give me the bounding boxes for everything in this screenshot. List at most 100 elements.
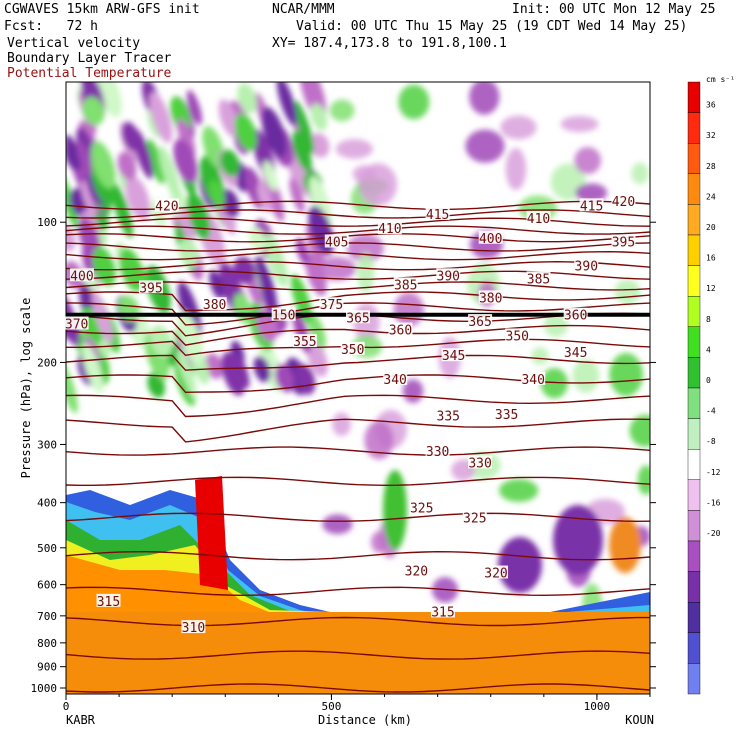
velocity-cell bbox=[219, 149, 240, 177]
contour-label-bg bbox=[154, 198, 179, 212]
theta-contour-label: 400 bbox=[70, 269, 93, 284]
velocity-cell bbox=[158, 145, 181, 201]
y-tick-label: 700 bbox=[37, 610, 57, 623]
theta-contour-line bbox=[66, 650, 650, 660]
updraft-cell bbox=[383, 470, 407, 550]
colorbar-tick-label: 36 bbox=[706, 101, 716, 110]
y-tick-label: 800 bbox=[37, 637, 57, 650]
velocity-cell bbox=[257, 182, 272, 212]
velocity-cell bbox=[560, 116, 599, 133]
init-time: Init: 00 UTC Mon 12 May 25 bbox=[512, 2, 716, 17]
theta-contour-label: 370 bbox=[65, 318, 88, 333]
theta-contour-line bbox=[66, 209, 650, 219]
theta-contour-label: 310 bbox=[182, 621, 205, 636]
velocity-cell bbox=[531, 347, 549, 365]
velocity-cell bbox=[543, 312, 569, 338]
contour-label-bg bbox=[340, 341, 365, 355]
theta-contour-line bbox=[66, 291, 650, 312]
forecast-hour: Fcst: 72 h bbox=[4, 19, 98, 34]
colorbar-tick-label: 20 bbox=[706, 223, 716, 232]
contour-label-bg bbox=[292, 334, 317, 348]
velocity-cell bbox=[329, 99, 355, 122]
theta-contour-line bbox=[66, 270, 650, 281]
downdraft-cell bbox=[553, 505, 603, 575]
colorbar-tick-label: 24 bbox=[706, 192, 716, 201]
theta-contour-line bbox=[66, 217, 650, 227]
velocity-cell bbox=[310, 103, 328, 131]
velocity-cell bbox=[146, 139, 166, 184]
theta-contour-label: 380 bbox=[479, 291, 502, 306]
colorbar-swatch bbox=[687, 112, 701, 144]
colorbar-swatch bbox=[687, 387, 701, 419]
velocity-cell bbox=[290, 274, 313, 325]
theta-contour-line bbox=[66, 683, 650, 693]
right-station-label: KOUN bbox=[625, 713, 654, 727]
velocity-cell bbox=[177, 311, 204, 365]
contour-label-bg bbox=[181, 620, 206, 634]
field-name-vertical-velocity: Vertical velocity bbox=[7, 36, 141, 51]
theta-contour-line bbox=[66, 550, 650, 561]
contour-label-bg bbox=[430, 604, 455, 618]
theta-contour-line bbox=[66, 418, 650, 443]
theta-contour-label: 385 bbox=[394, 278, 417, 293]
contour-label-bg bbox=[436, 408, 461, 422]
contour-label-bg bbox=[383, 371, 408, 385]
velocity-cell bbox=[306, 223, 325, 270]
velocity-cell bbox=[186, 192, 211, 240]
contour-label-bg bbox=[64, 316, 89, 330]
theta-contour-label: 375 bbox=[320, 298, 343, 313]
velocity-cell bbox=[307, 343, 328, 377]
contour-label-bg bbox=[611, 234, 636, 248]
velocity-cell bbox=[335, 139, 373, 159]
velocity-cell bbox=[637, 465, 650, 495]
velocity-cell bbox=[66, 357, 78, 414]
field-name-tracer: Boundary Layer Tracer bbox=[7, 51, 172, 66]
y-tick-label: 500 bbox=[37, 542, 57, 555]
velocity-cell bbox=[178, 238, 199, 268]
theta-contour-line bbox=[66, 233, 650, 243]
theta-contour-label: 390 bbox=[575, 260, 598, 275]
contour-label-bg bbox=[324, 234, 349, 248]
contour-label-bg bbox=[346, 310, 370, 324]
velocity-cell bbox=[332, 412, 351, 437]
velocity-cell bbox=[208, 179, 225, 209]
velocity-cell bbox=[173, 138, 198, 184]
colorbar-swatch bbox=[687, 357, 701, 389]
velocity-cell bbox=[322, 514, 353, 535]
x-tick-label: 500 bbox=[322, 700, 342, 713]
velocity-cell bbox=[132, 128, 154, 179]
colorbar-tick-label: -4 bbox=[706, 407, 716, 416]
theta-contour-label: 350 bbox=[506, 329, 529, 344]
theta-contour-label: 330 bbox=[426, 445, 449, 460]
contour-label-bg bbox=[574, 258, 599, 272]
theta-contour-label: 355 bbox=[293, 335, 316, 350]
velocity-cell bbox=[186, 90, 203, 126]
velocity-cell bbox=[218, 99, 238, 137]
velocity-cell bbox=[364, 420, 394, 460]
theta-contour-label: 395 bbox=[139, 281, 162, 296]
contour-label-bg bbox=[404, 563, 429, 577]
contour-label-bg bbox=[409, 500, 434, 514]
colorbar-swatch bbox=[687, 663, 701, 695]
contour-label-bg bbox=[462, 510, 487, 524]
theta-contour-label: 410 bbox=[378, 222, 401, 237]
velocity-cell bbox=[82, 96, 105, 126]
contour-label-bg bbox=[377, 221, 402, 235]
velocity-cell bbox=[255, 255, 277, 310]
theta-contour-label: 365 bbox=[346, 311, 369, 326]
theta-contour-label: 380 bbox=[203, 298, 226, 313]
contour-label-bg bbox=[202, 297, 227, 311]
velocity-cell bbox=[221, 351, 246, 396]
plot-field bbox=[66, 82, 650, 694]
velocity-cell bbox=[500, 115, 537, 140]
y-tick-label: 600 bbox=[37, 579, 57, 592]
contour-label-bg bbox=[138, 280, 163, 294]
contour-label-bg bbox=[563, 345, 588, 359]
velocity-cell bbox=[81, 343, 104, 394]
y-axis-label: Pressure (hPa), log scale bbox=[19, 298, 33, 479]
updraft-cell bbox=[609, 517, 641, 573]
theta-contour-label: 320 bbox=[405, 565, 428, 580]
velocity-cell bbox=[540, 368, 569, 399]
theta-contours bbox=[66, 200, 650, 693]
